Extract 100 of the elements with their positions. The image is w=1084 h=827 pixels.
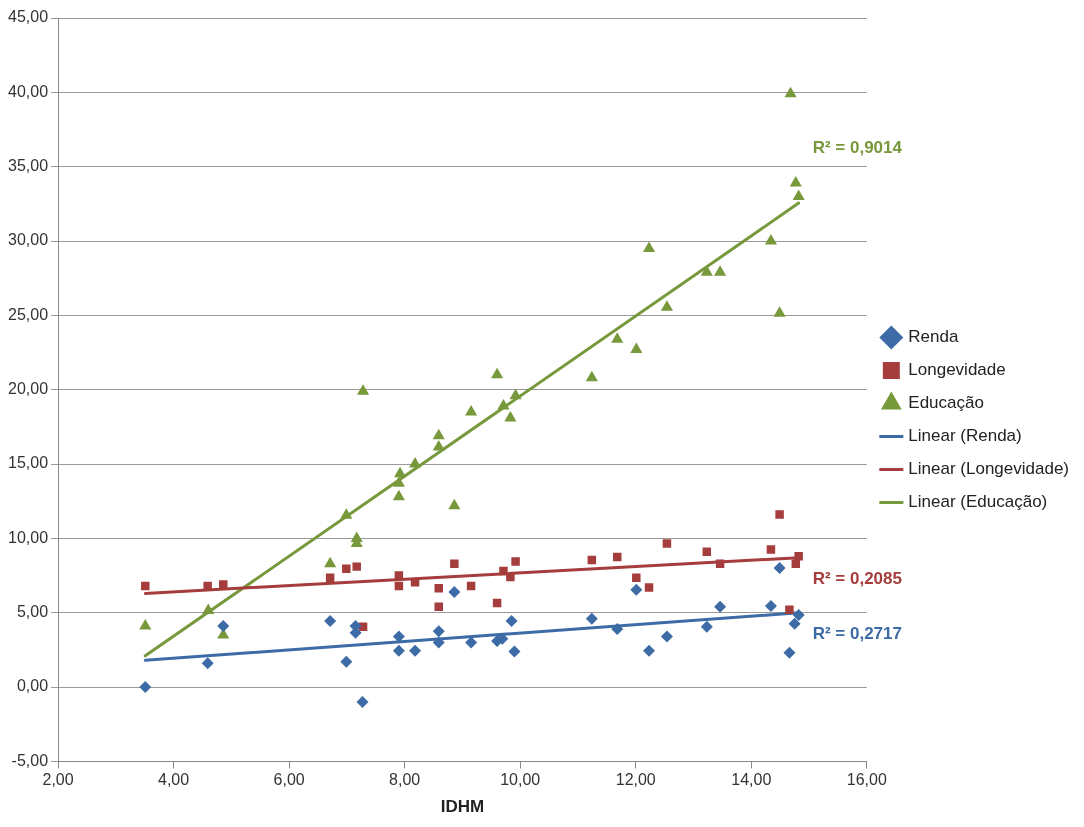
point: [432, 428, 445, 440]
annotation: R² = 0,9014: [812, 137, 903, 157]
point: [141, 581, 150, 591]
point: [497, 399, 510, 410]
annotation: R² = 0,2085: [812, 569, 902, 589]
point: [785, 605, 794, 614]
x-tick-label: 16,00: [846, 771, 887, 789]
point: [630, 583, 643, 596]
point: [506, 572, 515, 582]
y-tick-label: 0,00: [16, 677, 49, 695]
point: [632, 573, 641, 583]
y-tick-label: 10,00: [7, 528, 49, 546]
x-tick-label: 12,00: [615, 771, 656, 789]
point: [505, 614, 518, 627]
point: [356, 695, 369, 708]
point: [783, 646, 796, 659]
x-tick-label: 8,00: [389, 771, 421, 789]
point: [499, 566, 508, 576]
x-axis-title: IDHM: [440, 797, 485, 817]
y-tick-label: -5,00: [11, 751, 49, 769]
legend-label: Linear (Renda): [908, 426, 1022, 446]
point: [630, 342, 643, 354]
point: [794, 551, 803, 561]
point: [714, 265, 727, 276]
point: [585, 370, 598, 382]
point: [511, 557, 520, 566]
y-tick-label: 40,00: [7, 82, 49, 100]
point: [409, 457, 422, 468]
y-tick-label: 35,00: [7, 157, 49, 175]
point: [611, 332, 624, 343]
legend-label: Linear (Educação): [908, 492, 1048, 512]
x-tick-label: 4,00: [158, 771, 190, 789]
y-tick-label: 20,00: [7, 380, 49, 398]
point: [357, 384, 370, 395]
point: [392, 644, 405, 657]
point: [613, 552, 622, 562]
point: [340, 655, 353, 668]
point: [340, 508, 353, 519]
point: [139, 681, 152, 694]
point: [644, 583, 654, 592]
point: [509, 388, 522, 400]
point: [352, 562, 361, 571]
point: [508, 645, 521, 658]
point: [660, 630, 673, 643]
point: [202, 603, 215, 614]
point: [432, 636, 445, 649]
point: [662, 539, 672, 548]
y-tick-label: 5,00: [16, 603, 49, 621]
point: [465, 405, 478, 416]
point: [714, 600, 727, 613]
point: [491, 367, 504, 379]
point: [409, 644, 422, 657]
point: [392, 489, 405, 501]
point: [393, 466, 407, 478]
point: [219, 580, 228, 589]
point: [788, 617, 801, 630]
point: [324, 556, 337, 568]
point: [764, 600, 777, 613]
point: [392, 476, 405, 487]
point: [217, 620, 230, 633]
point: [643, 644, 656, 657]
point: [700, 620, 713, 633]
point: [642, 241, 656, 252]
point: [792, 608, 805, 621]
legend-label: Renda: [908, 327, 959, 347]
point: [342, 564, 351, 574]
point: [660, 300, 674, 311]
point: [784, 86, 797, 98]
point: [450, 559, 459, 568]
y-tick-label: 30,00: [7, 231, 49, 249]
point: [585, 612, 598, 625]
point: [448, 498, 461, 510]
point: [791, 559, 801, 568]
x-tick-label: 2,00: [42, 771, 74, 789]
point: [773, 562, 786, 575]
x-tick-label: 10,00: [500, 771, 541, 789]
point: [764, 234, 777, 245]
point: [394, 571, 404, 580]
point: [504, 410, 517, 422]
x-tick-label: 14,00: [731, 771, 772, 789]
point: [700, 265, 713, 276]
point: [766, 545, 776, 554]
x-tick-label: 6,00: [273, 771, 305, 789]
point: [432, 439, 445, 451]
legend-label: Linear (Longevidade): [908, 459, 1069, 479]
legend-label: Longevidade: [908, 360, 1006, 380]
point: [789, 176, 802, 187]
point: [611, 623, 624, 636]
point: [715, 559, 725, 568]
point: [324, 614, 337, 627]
point: [448, 585, 461, 598]
legend-label: Educação: [908, 393, 984, 413]
point: [139, 619, 152, 630]
y-tick-label: 15,00: [7, 454, 49, 472]
y-tick-label: 25,00: [7, 305, 49, 323]
annotation: R² = 0,2717: [812, 624, 902, 644]
point: [201, 657, 214, 670]
point: [432, 625, 445, 638]
point: [775, 510, 784, 519]
y-tick-label: 45,00: [7, 8, 49, 26]
